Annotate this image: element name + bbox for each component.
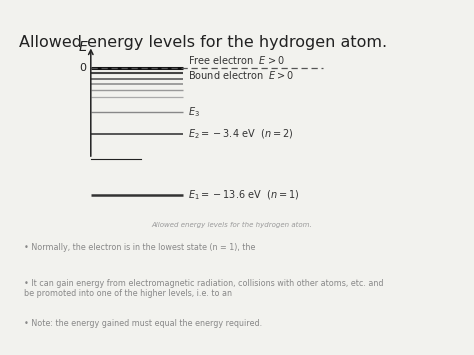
- Text: $E_3$: $E_3$: [188, 105, 200, 119]
- Text: • Normally, the electron is in the lowest state (n = 1), the: • Normally, the electron is in the lowes…: [24, 243, 257, 252]
- Text: Free electron  $E > 0$: Free electron $E > 0$: [188, 54, 284, 66]
- Text: Bound electron  $E > 0$: Bound electron $E > 0$: [188, 69, 294, 81]
- Text: $E_1 = -13.6$ eV  $(n = 1)$: $E_1 = -13.6$ eV $(n = 1)$: [188, 189, 300, 202]
- Text: • Note: the energy gained must equal the energy required.: • Note: the energy gained must equal the…: [24, 320, 262, 328]
- Text: $E$: $E$: [78, 40, 89, 54]
- Text: Allowed energy levels for the hydrogen atom.: Allowed energy levels for the hydrogen a…: [152, 222, 312, 228]
- Text: $E_2 = -3.4$ eV  $(n = 2)$: $E_2 = -3.4$ eV $(n = 2)$: [188, 127, 293, 141]
- Text: Allowed energy levels for the hydrogen atom.: Allowed energy levels for the hydrogen a…: [19, 36, 387, 50]
- Text: 0: 0: [79, 62, 86, 72]
- Text: • It can gain energy from electromagnetic radiation, collisions with other atoms: • It can gain energy from electromagneti…: [24, 279, 383, 298]
